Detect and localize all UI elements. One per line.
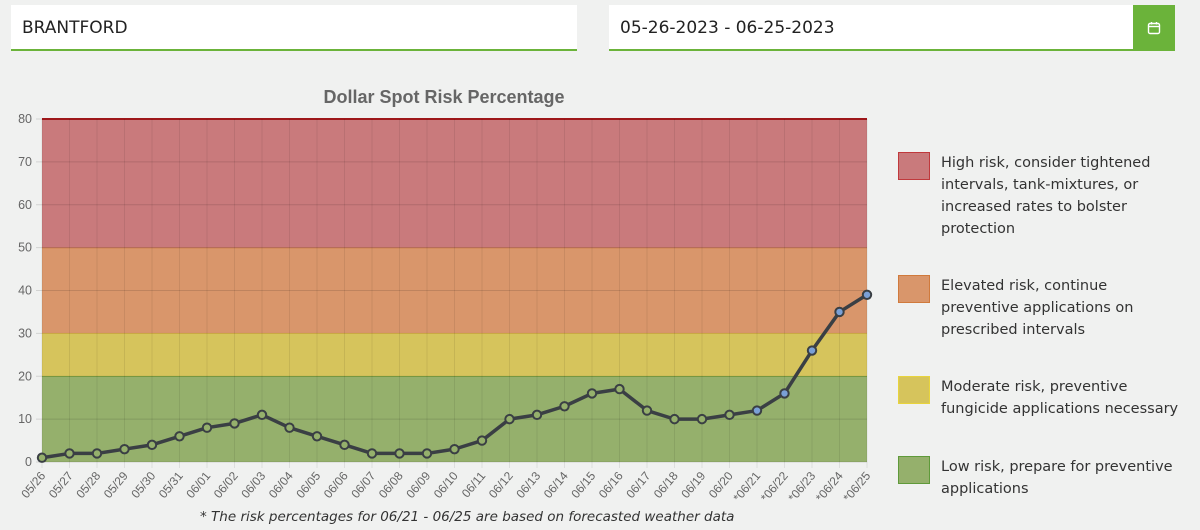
y-tick-label-2: 20 [18,369,32,383]
y-tick-label-7: 70 [18,155,32,169]
location-field[interactable]: BRANTFORD [11,5,577,51]
data-point-8 [256,409,268,421]
data-point-11 [339,439,350,451]
x-tick-label-12: 06/07 [348,469,378,501]
date-range-field[interactable]: 05-26-2023 - 06-25-2023 [609,5,1133,51]
calendar-icon [1147,22,1161,35]
legend-label: Elevated risk, continue preventive appli… [941,278,1134,338]
y-tick-label-6: 60 [18,198,32,212]
calendar-button[interactable] [1133,5,1175,51]
x-tick-label-21: 06/16 [596,469,626,501]
legend-swatch [898,275,930,303]
date-range-value: 05-26-2023 - 06-25-2023 [620,18,835,38]
y-tick-label-8: 80 [18,112,32,126]
y-axis-ticks: 0 10 20 30 40 50 60 70 80 [18,112,32,469]
risk-band-2 [42,247,867,334]
x-axis-ticks: 05/2605/2705/2805/2905/3005/3106/0106/02… [18,469,873,505]
x-tick-label-7: 06/02 [211,469,241,501]
data-point-3 [119,443,130,455]
forecast-footnote: * The risk percentages for 06/21 - 06/25… [200,509,735,525]
data-point-25 [724,409,735,421]
location-value: BRANTFORD [22,18,128,38]
x-tick-label-4: 05/30 [128,469,158,501]
data-point-5 [174,431,185,442]
x-tick-label-27: *06/22 [758,469,791,505]
x-tick-label-2: 05/28 [73,469,103,501]
x-tick-label-19: 06/14 [541,469,571,501]
risk-chart: Dollar Spot Risk Percentage 0 10 20 30 40 50 6… [18,87,873,505]
x-tick-label-0: 05/26 [18,469,48,501]
data-point-19 [559,401,570,412]
x-tick-label-14: 06/09 [403,469,433,501]
y-tick-label-4: 40 [18,284,32,298]
data-point-26 [751,405,763,416]
data-point-9 [284,422,295,433]
legend-label: Moderate risk, preventive fungicide appl… [941,379,1179,417]
data-point-30 [861,289,873,300]
data-point-0 [36,452,48,463]
x-tick-label-13: 06/08 [376,469,406,501]
legend-label: Low risk, prepare for preventive applica… [941,459,1173,497]
data-point-2 [91,448,103,459]
risk-series [36,289,873,463]
x-tick-label-26: *06/21 [730,469,763,505]
x-tick-label-1: 05/27 [46,469,76,501]
y-tick-label-5: 50 [18,241,32,255]
data-point-6 [201,422,213,433]
data-point-15 [449,443,460,455]
legend-swatch [898,376,930,404]
x-tick-label-9: 06/04 [266,469,296,501]
x-tick-label-28: *06/23 [785,469,818,505]
data-point-1 [64,448,75,459]
y-tick-label-1: 10 [18,412,32,426]
x-tick-label-15: 06/10 [431,469,461,501]
data-point-10 [311,431,323,442]
data-point-27 [779,388,790,399]
data-point-28 [806,345,818,356]
x-tick-label-20: 06/15 [568,469,598,501]
x-tick-label-16: 06/11 [459,469,489,501]
x-tick-label-29: *06/24 [813,469,846,505]
data-point-29 [834,306,845,318]
data-point-22 [641,405,653,416]
legend-swatch [898,152,930,180]
data-point-12 [366,448,378,459]
x-tick-label-5: 05/31 [156,469,186,501]
legend-swatch [898,456,930,484]
legend-label: High risk, consider tightened intervals,… [941,155,1151,237]
x-tick-label-18: 06/13 [513,469,543,501]
x-tick-label-3: 05/29 [101,469,131,501]
chart-title: Dollar Spot Risk Percentage [323,87,564,107]
data-point-20 [586,388,598,399]
x-tick-label-10: 06/05 [293,469,323,501]
data-point-13 [394,448,405,459]
data-point-24 [696,413,708,425]
risk-band-1 [42,333,867,377]
x-tick-label-22: 06/17 [623,469,653,501]
data-point-23 [669,413,680,425]
x-tick-label-23: 06/18 [651,469,681,501]
risk-band-3 [42,119,867,248]
x-tick-label-8: 06/03 [238,469,268,501]
data-point-16 [476,435,488,446]
y-tick-label-3: 30 [18,326,32,340]
x-tick-label-30: *06/25 [840,469,873,505]
data-point-18 [531,409,543,421]
data-point-7 [229,418,240,429]
x-tick-label-11: 06/06 [321,469,351,501]
y-tick-label-0: 0 [25,455,32,469]
x-tick-label-24: 06/19 [678,469,708,501]
data-point-21 [614,383,625,395]
data-point-17 [504,413,515,425]
data-point-14 [421,448,433,459]
x-tick-label-17: 06/12 [486,469,516,501]
data-point-4 [146,439,158,451]
x-tick-label-6: 06/01 [183,469,213,501]
